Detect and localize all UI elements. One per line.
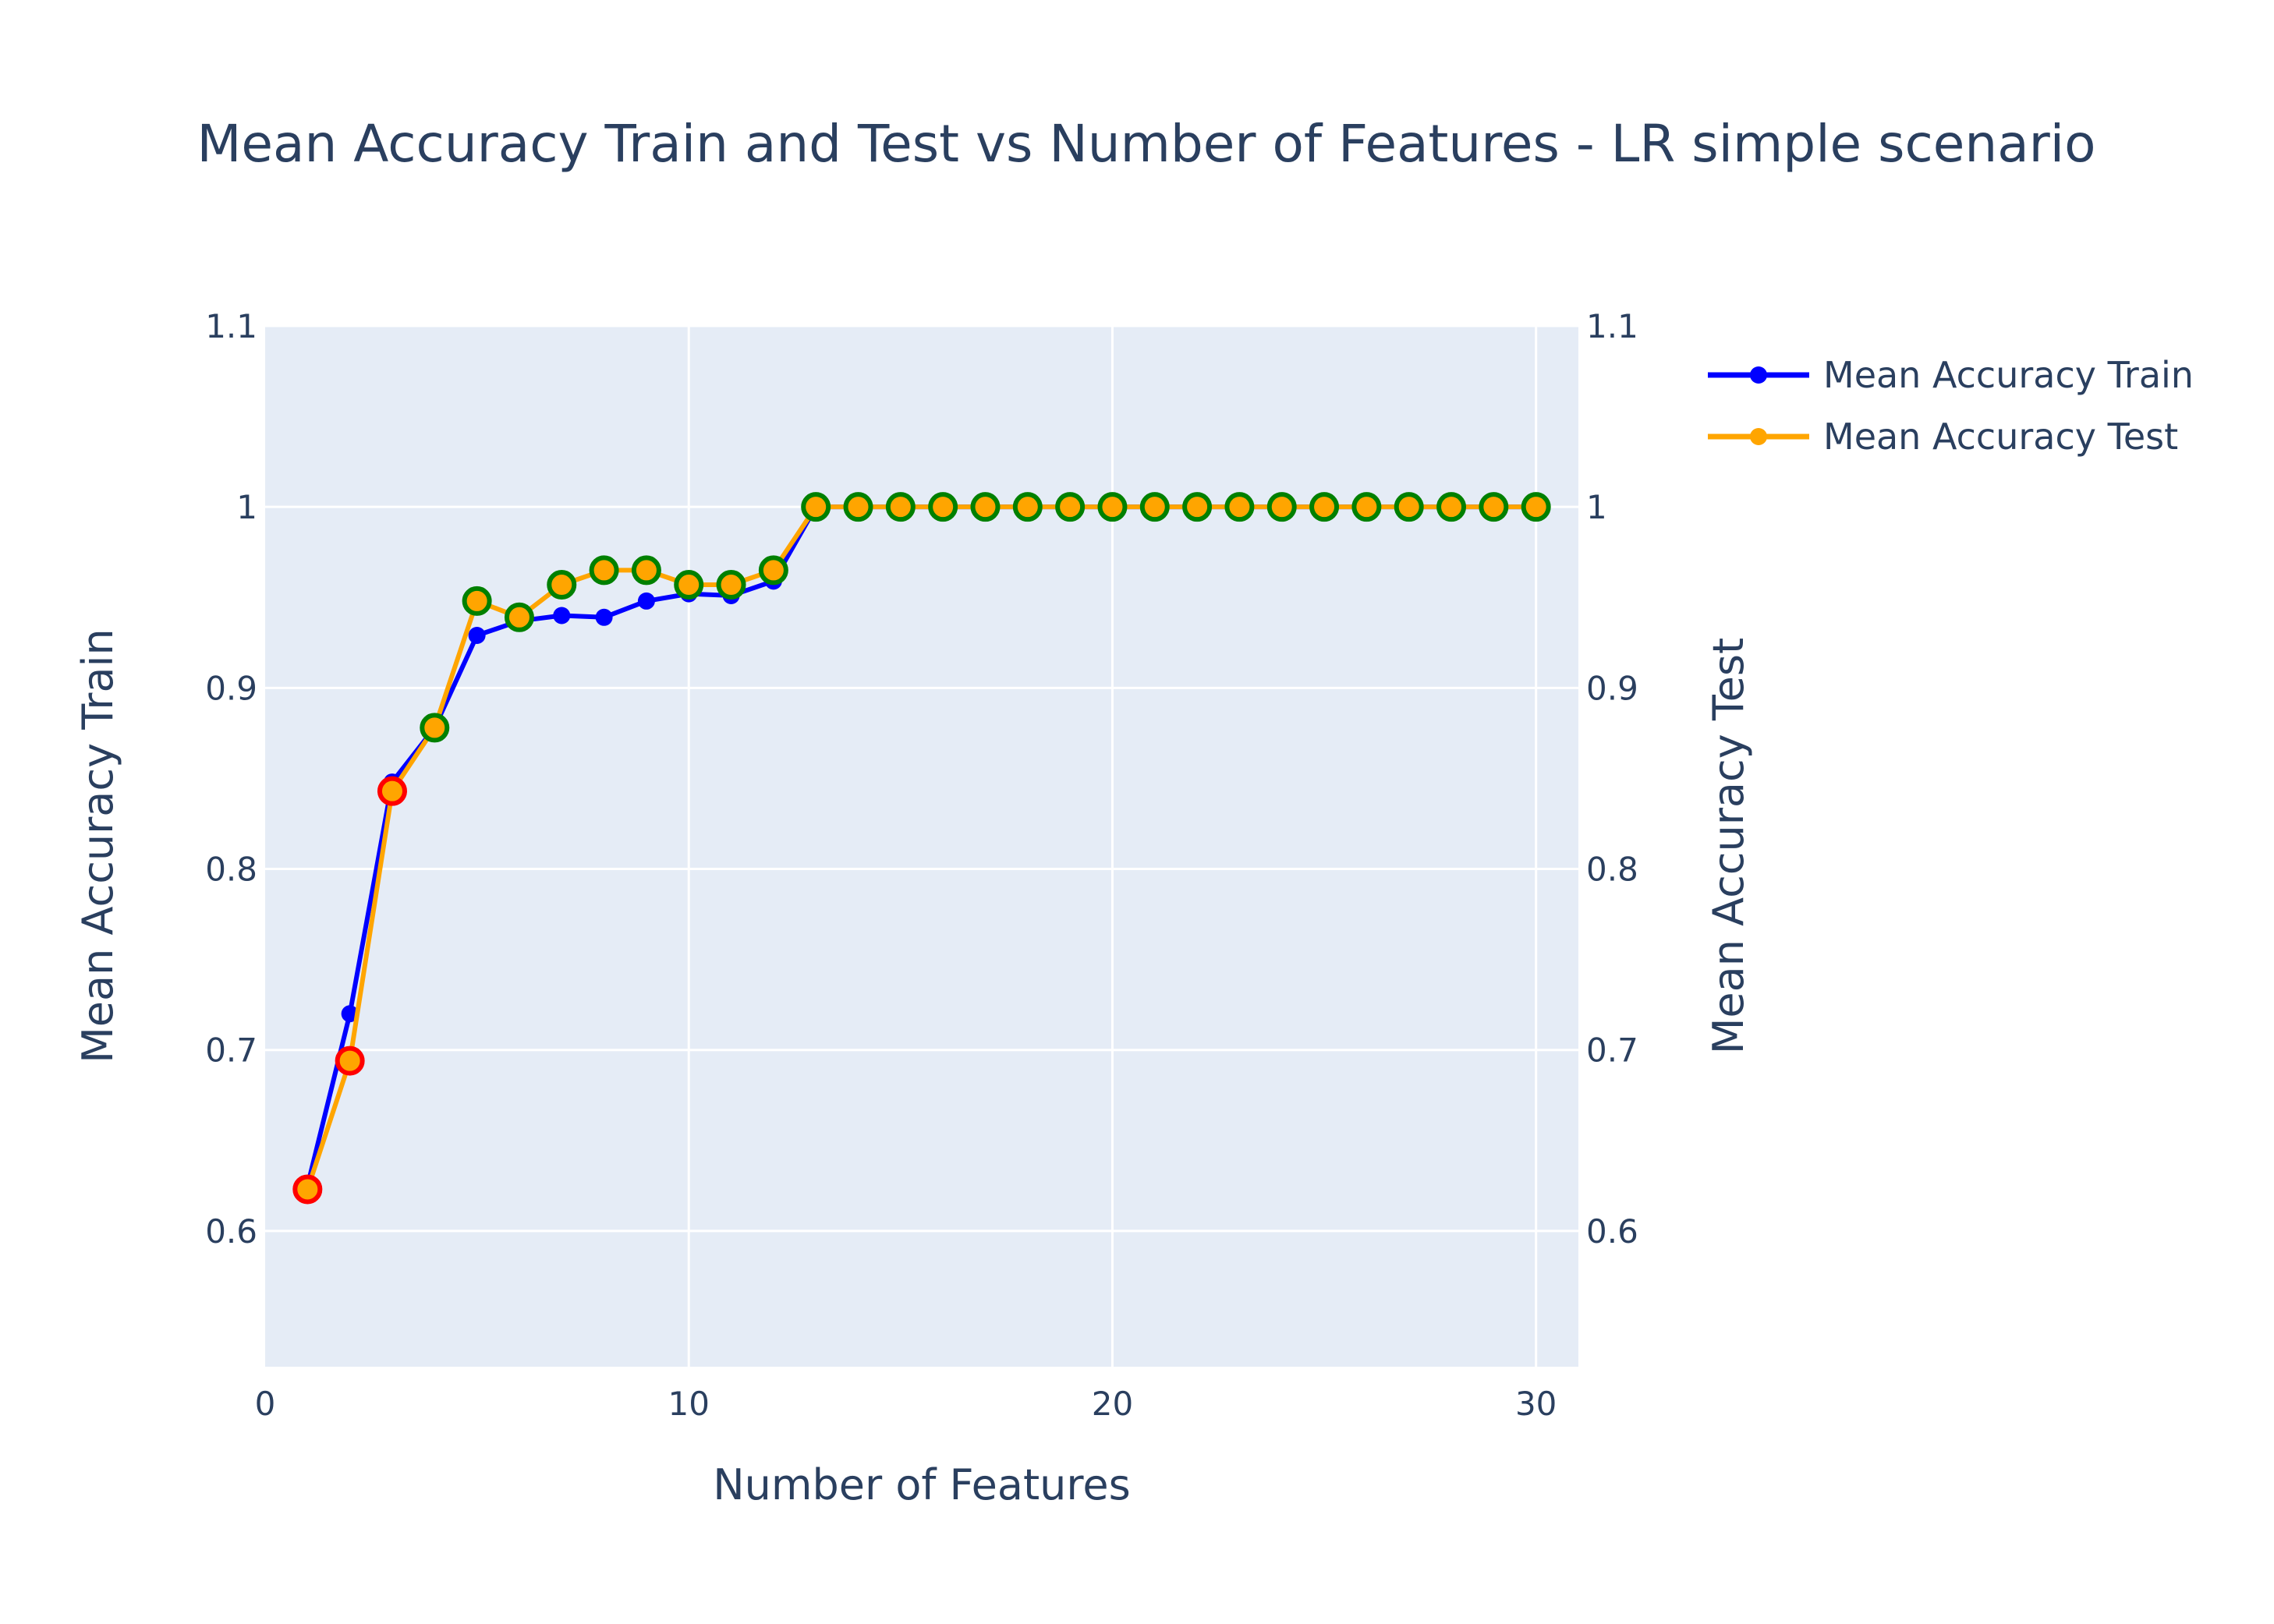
data-point-train[interactable] <box>553 607 571 624</box>
data-point-test[interactable] <box>1521 492 1551 522</box>
data-point-test[interactable] <box>589 555 619 586</box>
legend-label-train: Mean Accuracy Train <box>1823 354 2194 396</box>
x-tick-label: 20 <box>1092 1385 1133 1423</box>
data-point-train[interactable] <box>595 608 613 626</box>
series-test <box>292 492 1551 1205</box>
data-point-train[interactable] <box>468 627 486 645</box>
data-point-test[interactable] <box>547 570 577 600</box>
y2-tick-label: 1 <box>1586 488 1607 526</box>
y-tick-label: 0.6 <box>205 1212 257 1251</box>
data-point-test[interactable] <box>1139 492 1170 522</box>
data-point-test[interactable] <box>377 776 407 806</box>
data-point-test[interactable] <box>1182 492 1213 522</box>
chart-title: Mean Accuracy Train and Test vs Number o… <box>197 114 2095 174</box>
y2-tick-label: 0.7 <box>1586 1031 1638 1070</box>
data-point-test[interactable] <box>843 492 873 522</box>
data-point-test[interactable] <box>504 602 534 632</box>
data-point-test[interactable] <box>758 555 788 586</box>
data-point-test[interactable] <box>716 570 746 600</box>
x-tick-label: 0 <box>255 1385 276 1423</box>
y2-tick-label: 1.1 <box>1586 307 1638 345</box>
x-axis-title: Number of Features <box>713 1460 1131 1509</box>
y-axis-title: Mean Accuracy Train <box>73 628 122 1063</box>
data-point-test[interactable] <box>970 492 1001 522</box>
data-point-test[interactable] <box>1436 492 1467 522</box>
data-point-test[interactable] <box>674 570 704 600</box>
y-axis-ticks: 0.6 0.7 0.8 0.9 1 1.1 <box>205 307 257 1251</box>
y2-tick-label: 0.6 <box>1586 1212 1638 1251</box>
y2-tick-label: 0.8 <box>1586 851 1638 889</box>
data-point-test[interactable] <box>928 492 958 522</box>
data-point-train[interactable] <box>341 1005 359 1023</box>
series-layer <box>292 492 1551 1205</box>
data-point-train[interactable] <box>637 592 655 610</box>
data-point-test[interactable] <box>462 586 492 616</box>
legend-label-test: Mean Accuracy Test <box>1823 416 2178 458</box>
data-point-test[interactable] <box>1055 492 1086 522</box>
y2-axis-title: Mean Accuracy Test <box>1704 638 1753 1054</box>
legend-item-test[interactable]: Mean Accuracy Test <box>1708 416 2178 458</box>
y-tick-label: 0.8 <box>205 851 257 889</box>
data-point-test[interactable] <box>1479 492 1509 522</box>
legend[interactable]: Mean Accuracy Train Mean Accuracy Test <box>1708 354 2194 458</box>
x-tick-label: 30 <box>1515 1385 1557 1423</box>
plot-area <box>265 326 1578 1367</box>
data-point-test[interactable] <box>801 492 831 522</box>
legend-item-train[interactable]: Mean Accuracy Train <box>1708 354 2194 396</box>
y-tick-label: 1.1 <box>205 307 257 345</box>
y-tick-label: 1 <box>236 488 257 526</box>
data-point-test[interactable] <box>1266 492 1297 522</box>
data-point-test[interactable] <box>1012 492 1043 522</box>
y2-tick-label: 0.9 <box>1586 669 1638 707</box>
y-tick-label: 0.7 <box>205 1031 257 1070</box>
data-point-test[interactable] <box>1309 492 1340 522</box>
data-point-test[interactable] <box>292 1174 323 1205</box>
data-point-test[interactable] <box>1224 492 1255 522</box>
x-axis-ticks: 0 10 20 30 <box>255 1385 1557 1423</box>
data-point-test[interactable] <box>1097 492 1128 522</box>
data-point-test[interactable] <box>885 492 916 522</box>
data-point-test[interactable] <box>335 1046 365 1076</box>
legend-marker-train <box>1750 366 1767 384</box>
legend-marker-test <box>1750 428 1767 445</box>
x-tick-label: 10 <box>668 1385 709 1423</box>
data-point-test[interactable] <box>420 713 450 743</box>
y2-axis-ticks: 0.6 0.7 0.8 0.9 1 1.1 <box>1586 307 1638 1251</box>
data-point-test[interactable] <box>1394 492 1424 522</box>
data-point-test[interactable] <box>631 555 661 586</box>
data-point-test[interactable] <box>1351 492 1382 522</box>
y-tick-label: 0.9 <box>205 669 257 707</box>
